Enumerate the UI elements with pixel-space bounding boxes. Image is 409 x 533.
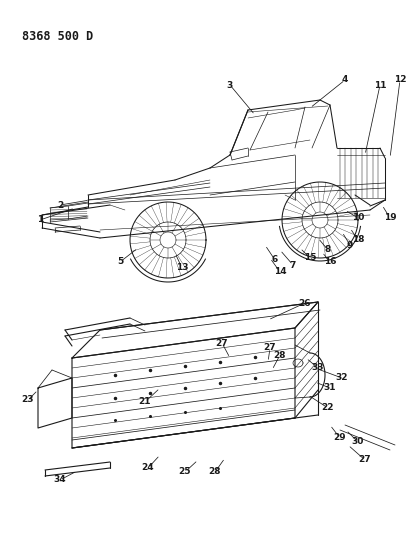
Text: 28: 28 bbox=[273, 351, 285, 359]
Text: 29: 29 bbox=[333, 433, 346, 442]
Text: 21: 21 bbox=[138, 398, 151, 407]
Text: 8: 8 bbox=[324, 246, 330, 254]
Text: 10: 10 bbox=[351, 214, 363, 222]
Text: 1: 1 bbox=[37, 215, 43, 224]
Text: 4: 4 bbox=[341, 76, 347, 85]
Text: 25: 25 bbox=[178, 467, 191, 477]
Text: 30: 30 bbox=[351, 438, 363, 447]
Text: 9: 9 bbox=[346, 240, 352, 249]
Text: 12: 12 bbox=[393, 76, 405, 85]
Text: 31: 31 bbox=[323, 384, 335, 392]
Text: 7: 7 bbox=[289, 261, 295, 270]
Text: 5: 5 bbox=[117, 257, 123, 266]
Text: 27: 27 bbox=[215, 338, 228, 348]
Text: 33: 33 bbox=[311, 364, 324, 373]
Text: 13: 13 bbox=[175, 263, 188, 272]
Text: 27: 27 bbox=[358, 456, 371, 464]
Text: 19: 19 bbox=[383, 214, 396, 222]
Text: 8368 500 D: 8368 500 D bbox=[22, 30, 93, 43]
Text: 28: 28 bbox=[208, 467, 221, 477]
Text: 27: 27 bbox=[263, 343, 276, 352]
Text: 3: 3 bbox=[226, 80, 233, 90]
Text: 16: 16 bbox=[323, 257, 335, 266]
Text: 15: 15 bbox=[303, 254, 315, 262]
Text: 14: 14 bbox=[273, 268, 285, 277]
Text: 22: 22 bbox=[321, 403, 333, 413]
Text: 2: 2 bbox=[57, 200, 63, 209]
Text: 6: 6 bbox=[271, 255, 277, 264]
Text: 11: 11 bbox=[373, 80, 385, 90]
Text: 23: 23 bbox=[22, 395, 34, 405]
Text: 32: 32 bbox=[335, 374, 347, 383]
Text: 34: 34 bbox=[54, 475, 66, 484]
Text: 26: 26 bbox=[298, 298, 310, 308]
Text: 24: 24 bbox=[142, 464, 154, 472]
Text: 18: 18 bbox=[351, 236, 363, 245]
